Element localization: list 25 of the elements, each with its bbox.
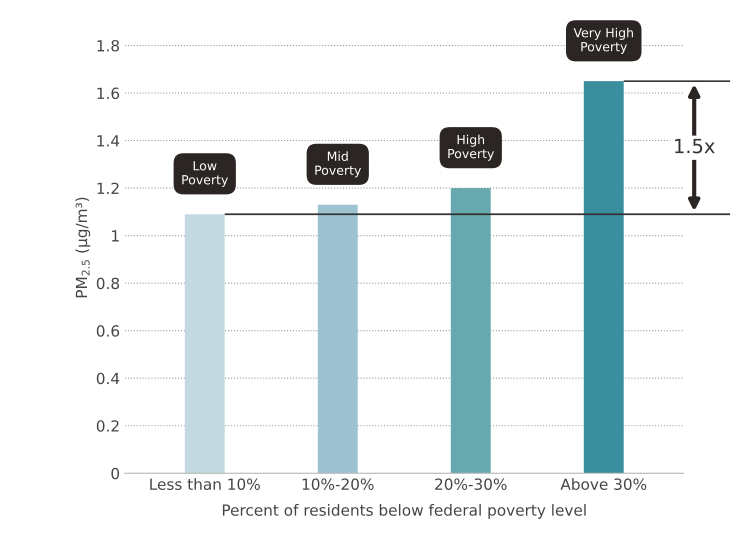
- y-tick-label: 1: [112, 230, 119, 242]
- y-tick-label: 0.8: [96, 278, 120, 290]
- y-tick-label: 0.2: [96, 420, 119, 432]
- x-tick-label: 10%-20%: [302, 478, 374, 490]
- y-tick-label: 0.6: [96, 325, 120, 337]
- y-tick-label: 1.8: [97, 40, 120, 52]
- x-tick-label: 20%-30%: [435, 478, 507, 490]
- x-tick-label: Above 30%: [560, 478, 646, 490]
- annotation: High Poverty: [448, 134, 494, 161]
- y-tick-label: 0: [111, 468, 120, 480]
- y-tick-label: 1.2: [97, 182, 119, 194]
- annotation: Very High Poverty: [574, 28, 633, 54]
- bar: [318, 204, 358, 474]
- y-tick-label: 1.6: [97, 88, 120, 100]
- bar: [450, 188, 491, 474]
- x-tick-label: Less than 10%: [150, 478, 260, 490]
- annotation: 1.5x: [675, 138, 715, 154]
- annotation: Low Poverty: [182, 161, 228, 187]
- annotation: Mid Poverty: [315, 151, 362, 178]
- y-tick-label: 1.4: [97, 135, 120, 146]
- y-axis-title: PM$_{2.5}$ (µg/m³): [75, 198, 90, 298]
- x-axis-title: Percent of residents below federal poverty level: [222, 504, 586, 519]
- bar: [184, 214, 225, 474]
- bar: [584, 81, 624, 474]
- y-tick-label: 0.4: [96, 372, 120, 384]
